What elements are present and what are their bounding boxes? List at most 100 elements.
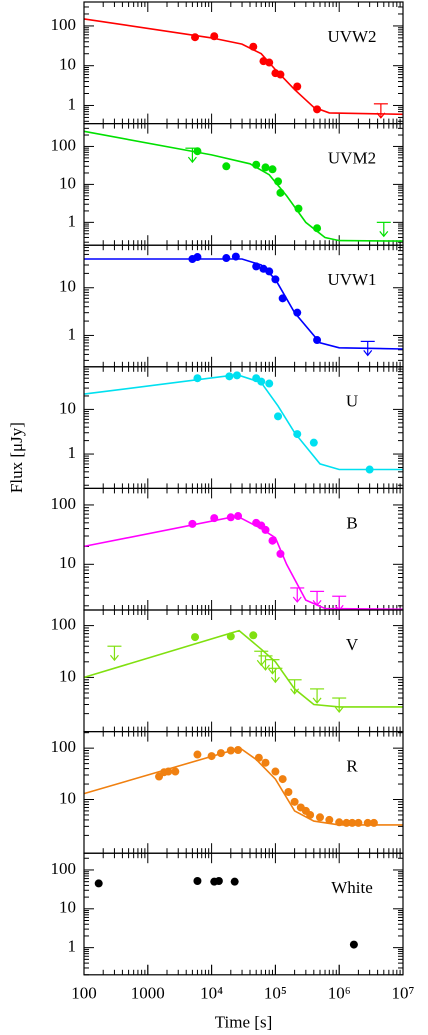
data-point bbox=[325, 815, 334, 824]
data-point bbox=[191, 33, 200, 42]
panel-frame bbox=[83, 122, 404, 246]
upper-limit-head bbox=[290, 688, 300, 695]
data-point bbox=[252, 262, 261, 271]
data-point bbox=[193, 253, 202, 262]
data-point bbox=[265, 379, 274, 388]
data-point bbox=[193, 750, 202, 759]
data-point bbox=[313, 105, 322, 114]
panel-frame bbox=[83, 852, 404, 976]
data-point bbox=[365, 465, 374, 474]
data-point bbox=[363, 818, 372, 827]
data-point bbox=[234, 512, 243, 521]
panel-label: UVW2 bbox=[327, 27, 376, 46]
data-point bbox=[335, 818, 344, 827]
upper-limit-head bbox=[376, 112, 386, 119]
data-point bbox=[257, 377, 266, 386]
upper-limit bbox=[332, 697, 347, 713]
upper-limit-head bbox=[334, 706, 344, 713]
x-tick-label: 10⁷ bbox=[392, 984, 415, 1003]
panel-label: V bbox=[346, 635, 359, 654]
upper-limit bbox=[290, 587, 305, 603]
data-point bbox=[309, 438, 318, 447]
x-tick-label: 1000 bbox=[131, 984, 165, 1003]
data-point bbox=[188, 519, 197, 528]
data-point bbox=[276, 188, 285, 197]
y-tick-label: 10 bbox=[59, 55, 76, 74]
y-tick-label: 100 bbox=[51, 135, 77, 154]
y-tick-label: 10 bbox=[59, 398, 76, 417]
data-point bbox=[171, 767, 180, 776]
data-point bbox=[226, 513, 235, 522]
upper-limit bbox=[287, 679, 302, 695]
upper-limit-head bbox=[261, 664, 270, 671]
upper-limit bbox=[360, 340, 375, 357]
data-point bbox=[230, 877, 239, 886]
y-tick-label: 100 bbox=[51, 859, 77, 878]
data-point bbox=[222, 254, 231, 263]
data-point bbox=[369, 818, 378, 827]
upper-limit bbox=[258, 655, 273, 671]
y-tick-label: 10 bbox=[59, 666, 76, 685]
data-point bbox=[210, 32, 219, 41]
upper-limit bbox=[310, 688, 325, 704]
data-point bbox=[278, 294, 287, 303]
data-point bbox=[210, 514, 219, 523]
data-point bbox=[306, 810, 315, 819]
data-point bbox=[261, 758, 270, 767]
x-tick-label: 100 bbox=[71, 984, 97, 1003]
data-point bbox=[274, 177, 283, 186]
upper-limit-head bbox=[312, 697, 322, 704]
data-point bbox=[231, 252, 240, 261]
data-point bbox=[274, 412, 283, 421]
model-curve bbox=[83, 629, 403, 708]
x-tick-label: 10⁶ bbox=[328, 984, 351, 1003]
upper-limit-head bbox=[363, 350, 373, 357]
y-tick-label: 1 bbox=[68, 443, 77, 462]
panel-label: U bbox=[346, 392, 358, 411]
data-point bbox=[207, 752, 216, 761]
data-point bbox=[261, 163, 270, 172]
x-axis-label: Time [s] bbox=[215, 1013, 272, 1032]
panel-label: UVM2 bbox=[328, 149, 376, 168]
data-point bbox=[254, 753, 263, 762]
y-tick-label: 10 bbox=[59, 553, 76, 572]
upper-limit bbox=[373, 103, 388, 119]
data-point bbox=[214, 876, 223, 885]
data-point bbox=[193, 876, 202, 885]
upper-limit bbox=[376, 221, 391, 238]
y-tick-label: 10 bbox=[59, 898, 76, 917]
y-tick-label: 10 bbox=[59, 788, 76, 807]
upper-limit bbox=[310, 590, 325, 607]
upper-limit-head bbox=[109, 654, 119, 662]
data-point bbox=[268, 536, 277, 545]
y-tick-label: 1 bbox=[68, 324, 77, 343]
y-tick-label: 1 bbox=[68, 94, 77, 113]
data-point bbox=[293, 430, 302, 439]
y-tick-label: 1 bbox=[68, 211, 77, 230]
data-point bbox=[268, 165, 277, 174]
x-tick-label: 10⁴ bbox=[200, 984, 223, 1003]
data-point bbox=[222, 162, 231, 171]
data-point bbox=[249, 42, 258, 51]
y-tick-label: 10 bbox=[59, 173, 76, 192]
data-point bbox=[265, 267, 274, 276]
data-point bbox=[313, 336, 322, 345]
data-point bbox=[271, 767, 280, 776]
y-tick-label: 100 bbox=[51, 15, 77, 34]
data-point bbox=[193, 374, 202, 383]
y-tick-label: 10 bbox=[59, 277, 76, 296]
model-curve bbox=[83, 130, 404, 242]
y-tick-label: 1 bbox=[68, 937, 77, 956]
data-point bbox=[284, 787, 293, 796]
data-point bbox=[349, 940, 358, 949]
data-point bbox=[290, 797, 299, 806]
model-curve bbox=[83, 747, 403, 826]
data-point bbox=[193, 147, 202, 156]
data-point bbox=[252, 160, 261, 169]
data-point bbox=[249, 631, 258, 640]
data-point bbox=[226, 632, 235, 641]
upper-limit-head bbox=[379, 230, 389, 238]
y-tick-label: 100 bbox=[51, 615, 77, 634]
x-tick-label: 10⁵ bbox=[264, 984, 287, 1003]
